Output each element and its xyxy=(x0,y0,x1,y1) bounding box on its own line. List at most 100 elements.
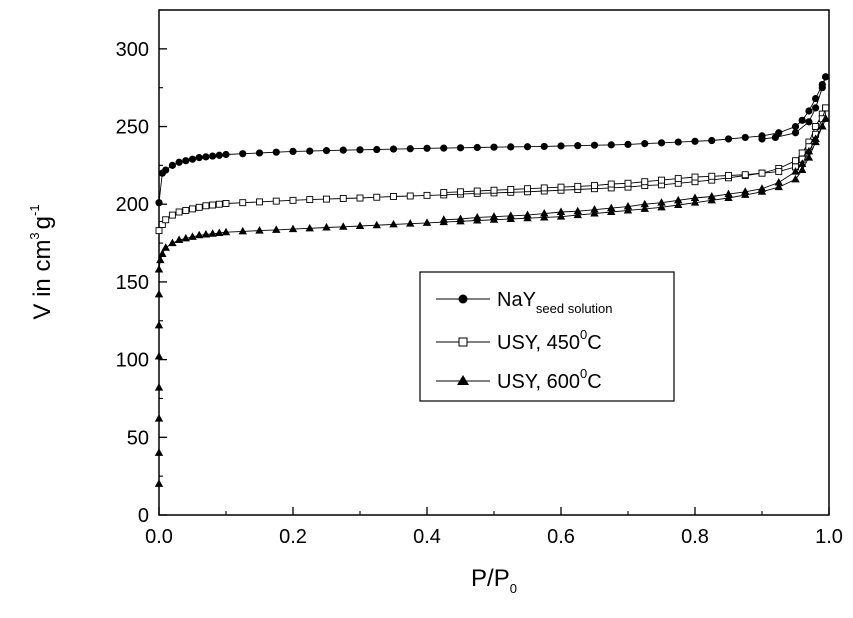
data-point-usy450 xyxy=(725,172,732,179)
x-tick-label: 0.2 xyxy=(279,526,307,548)
data-point-usy600 xyxy=(154,448,164,456)
data-point-usy600 xyxy=(238,226,247,235)
data-point-usy600 xyxy=(573,210,582,219)
data-point-usy450 xyxy=(607,180,615,188)
data-point-usy600 xyxy=(456,214,465,222)
data-point-nay xyxy=(356,146,364,154)
data-point-nay xyxy=(805,118,813,126)
data-point-nay xyxy=(657,139,666,147)
data-point-usy600 xyxy=(774,177,783,186)
data-point-usy600 xyxy=(255,226,264,234)
data-point-usy450 xyxy=(339,195,347,202)
data-point-usy600 xyxy=(640,204,649,212)
data-point-usy600 xyxy=(389,219,398,228)
data-point-nay xyxy=(406,145,414,153)
data-point-usy450 xyxy=(741,171,749,179)
data-point-nay xyxy=(389,145,398,153)
data-point-nay xyxy=(607,141,615,149)
data-point-usy600 xyxy=(818,122,827,130)
legend-label-usy600: USY, 6000C xyxy=(497,366,602,393)
data-point-usy600 xyxy=(154,320,164,329)
data-point-usy450 xyxy=(390,193,397,200)
data-point-nay xyxy=(188,155,197,163)
data-point-usy600 xyxy=(590,205,599,213)
data-point-nay xyxy=(624,140,632,149)
data-point-nay xyxy=(540,142,548,151)
data-point-usy450 xyxy=(215,200,223,208)
data-point-usy450 xyxy=(222,200,230,207)
data-point-usy450 xyxy=(289,196,297,204)
data-point-usy450 xyxy=(540,184,548,192)
data-point-usy600 xyxy=(439,215,448,223)
x-axis: 0.0 0.2 0.4 0.6 0.8 1.0 xyxy=(145,507,843,548)
data-point-usy450 xyxy=(406,192,414,200)
data-point-usy600 xyxy=(154,352,164,360)
data-point-usy600 xyxy=(215,228,224,236)
data-point-usy450 xyxy=(239,199,247,207)
data-point-usy600 xyxy=(195,230,204,239)
data-point-usy600 xyxy=(339,222,348,230)
data-point-usy450 xyxy=(162,216,170,224)
data-point-usy600 xyxy=(556,212,566,220)
data-point-nay xyxy=(490,143,498,151)
data-point-usy450 xyxy=(490,186,498,194)
data-point-usy600 xyxy=(690,193,700,202)
data-point-nay xyxy=(812,104,820,112)
data-point-usy450 xyxy=(306,196,314,204)
data-point-usy600 xyxy=(322,223,331,231)
data-point-usy600 xyxy=(674,200,683,209)
data-point-usy450 xyxy=(175,208,183,216)
data-point-nay xyxy=(574,142,582,150)
data-point-usy600 xyxy=(523,210,532,219)
y-axis: 0 50 100 150 200 250 300 xyxy=(116,9,167,527)
data-point-usy600 xyxy=(724,193,733,202)
series-line-usy450-desorption xyxy=(443,107,827,194)
data-point-nay xyxy=(674,138,682,146)
data-point-nay xyxy=(182,157,190,165)
data-point-usy450 xyxy=(758,169,766,177)
data-point-usy600 xyxy=(181,233,190,242)
data-point-usy600 xyxy=(590,209,599,217)
data-point-usy450 xyxy=(691,173,699,181)
data-point-usy600 xyxy=(154,414,164,422)
x-tick-label: 0.0 xyxy=(145,526,173,548)
data-point-usy600 xyxy=(201,230,211,238)
data-point-usy600 xyxy=(272,225,281,233)
data-point-usy600 xyxy=(154,289,164,298)
data-point-nay xyxy=(758,135,766,143)
data-point-nay xyxy=(255,149,264,157)
data-point-usy600 xyxy=(372,220,381,229)
data-point-nay xyxy=(175,158,183,166)
data-point-usy600 xyxy=(690,198,700,206)
data-point-nay xyxy=(724,135,733,143)
data-point-usy600 xyxy=(156,255,165,264)
data-point-usy600 xyxy=(305,223,314,232)
data-point-nay xyxy=(771,133,780,142)
x-tick-label: 1.0 xyxy=(815,526,843,548)
legend: NaYseed solution USY, 4500C USY, 6000C xyxy=(419,271,675,402)
data-point-usy600 xyxy=(168,238,177,247)
data-point-usy600 xyxy=(811,134,820,142)
y-tick-label: 50 xyxy=(127,427,149,449)
data-point-usy600 xyxy=(804,153,814,161)
x-tick-label: 0.4 xyxy=(413,526,441,548)
data-point-nay xyxy=(641,140,649,148)
data-point-usy600 xyxy=(154,383,164,391)
data-point-usy600 xyxy=(657,198,666,206)
data-point-usy600 xyxy=(158,249,167,257)
legend-label-nay: NaYseed solution xyxy=(497,289,613,316)
series-layer xyxy=(154,73,830,487)
data-point-usy600 xyxy=(798,159,807,167)
data-point-nay xyxy=(423,144,431,152)
data-point-usy600 xyxy=(791,174,800,183)
data-point-usy450 xyxy=(189,205,196,213)
data-point-usy600 xyxy=(540,209,549,217)
data-point-usy450 xyxy=(356,194,364,202)
data-point-usy600 xyxy=(221,227,231,236)
data-point-usy600 xyxy=(640,199,649,208)
series-usy600 xyxy=(154,114,830,487)
data-point-usy450 xyxy=(373,193,381,201)
data-point-usy450 xyxy=(440,189,448,197)
series-usy450 xyxy=(155,104,830,235)
data-point-usy600 xyxy=(657,202,666,211)
